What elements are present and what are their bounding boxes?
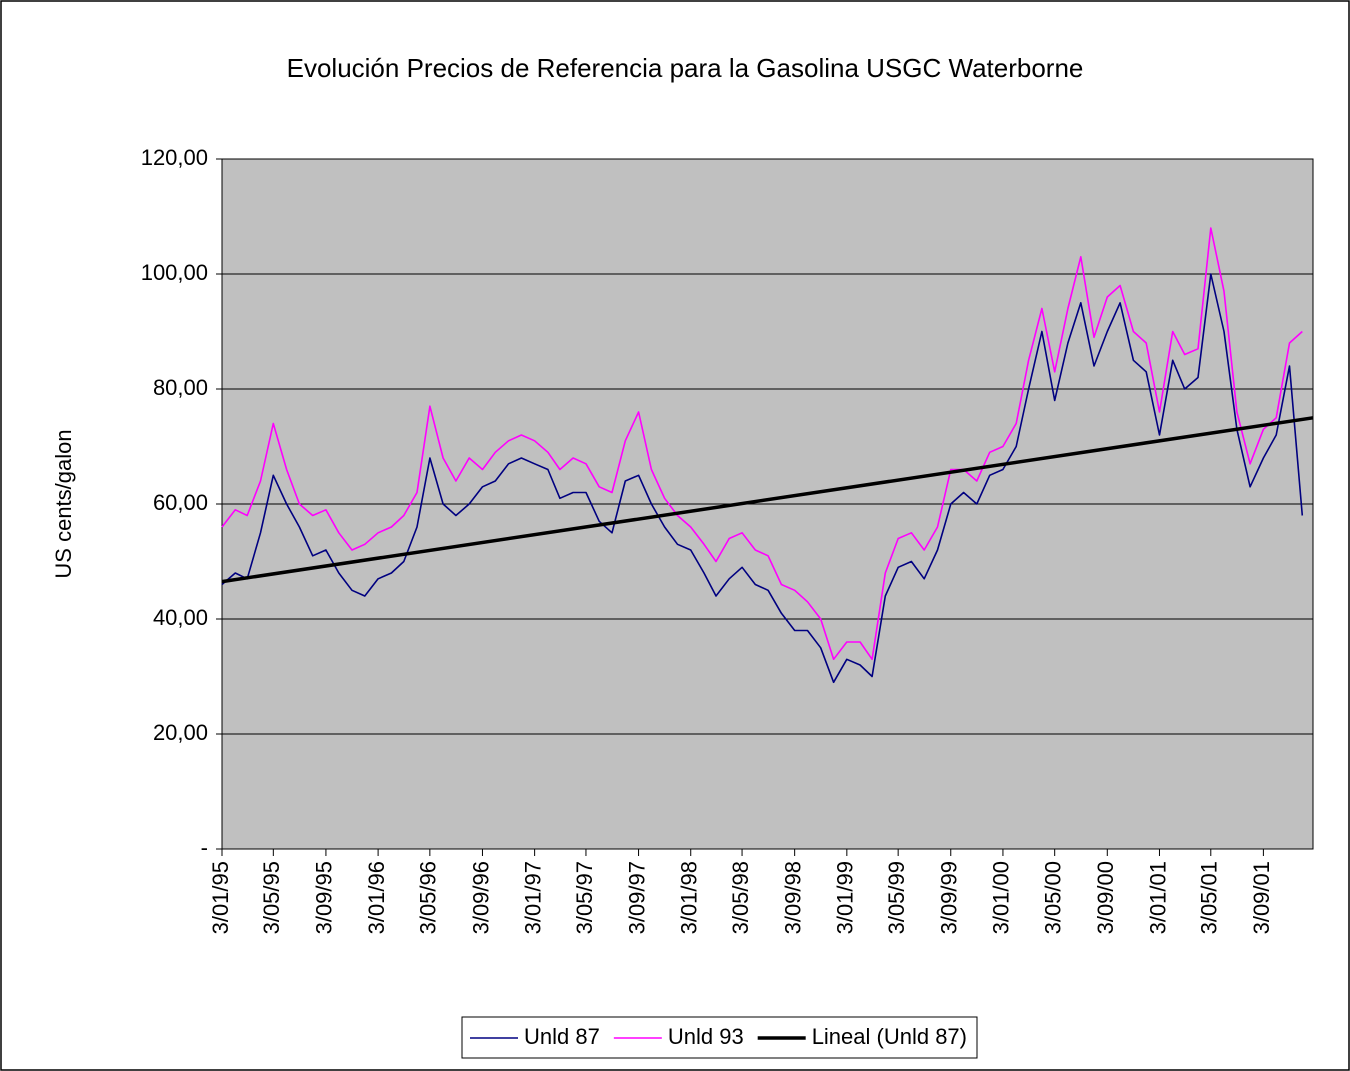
x-tick-label: 3/09/01 [1249, 861, 1274, 934]
x-tick-label: 3/05/96 [416, 861, 441, 934]
series-line [221, 416, 1314, 584]
x-tick-label: 3/09/97 [624, 861, 649, 934]
x-tick-label: 3/09/95 [312, 861, 337, 934]
x-tick-label: 3/09/98 [780, 861, 805, 934]
x-tick-label: 3/05/97 [572, 861, 597, 934]
y-tick-label: 20,00 [153, 720, 208, 745]
legend-label: Lineal (Unld 87) [812, 1024, 967, 1049]
y-tick-label: 100,00 [141, 260, 208, 285]
x-tick-label: 3/05/99 [884, 861, 909, 934]
y-tick-label: 40,00 [153, 605, 208, 630]
x-tick-label: 3/09/96 [468, 861, 493, 934]
x-tick-label: 3/01/98 [677, 861, 702, 934]
legend-label: Unld 87 [524, 1024, 600, 1049]
y-tick-label: 120,00 [141, 145, 208, 170]
series-line [221, 273, 1304, 684]
y-tick-label: 60,00 [153, 490, 208, 515]
x-tick-label: 3/05/01 [1197, 861, 1222, 934]
legend: Unld 87 Unld 93 Lineal (Unld 87) [461, 1016, 978, 1059]
y-axis-label: US cents/galon [51, 429, 76, 578]
x-tick-label: 3/01/97 [520, 861, 545, 934]
x-tick-label: 3/01/99 [833, 861, 858, 934]
x-tick-label: 3/01/95 [208, 861, 233, 934]
y-tick-label: 80,00 [153, 375, 208, 400]
x-tick-label: 3/01/96 [364, 861, 389, 934]
series-line [221, 227, 1303, 661]
x-tick-label: 3/05/95 [259, 861, 284, 934]
x-tick-label: 3/05/98 [728, 861, 753, 934]
x-tick-label: 3/09/99 [937, 861, 962, 934]
x-tick-label: 3/09/00 [1093, 861, 1118, 934]
x-tick-label: 3/01/01 [1145, 861, 1170, 934]
x-tick-label: 3/05/00 [1040, 861, 1065, 934]
legend-label: Unld 93 [668, 1024, 744, 1049]
legend-box [461, 1016, 978, 1059]
x-tick-label: 3/01/00 [989, 861, 1014, 934]
y-tick-label: - [201, 835, 208, 860]
chart-title: Evolución Precios de Referencia para la … [287, 53, 1084, 83]
